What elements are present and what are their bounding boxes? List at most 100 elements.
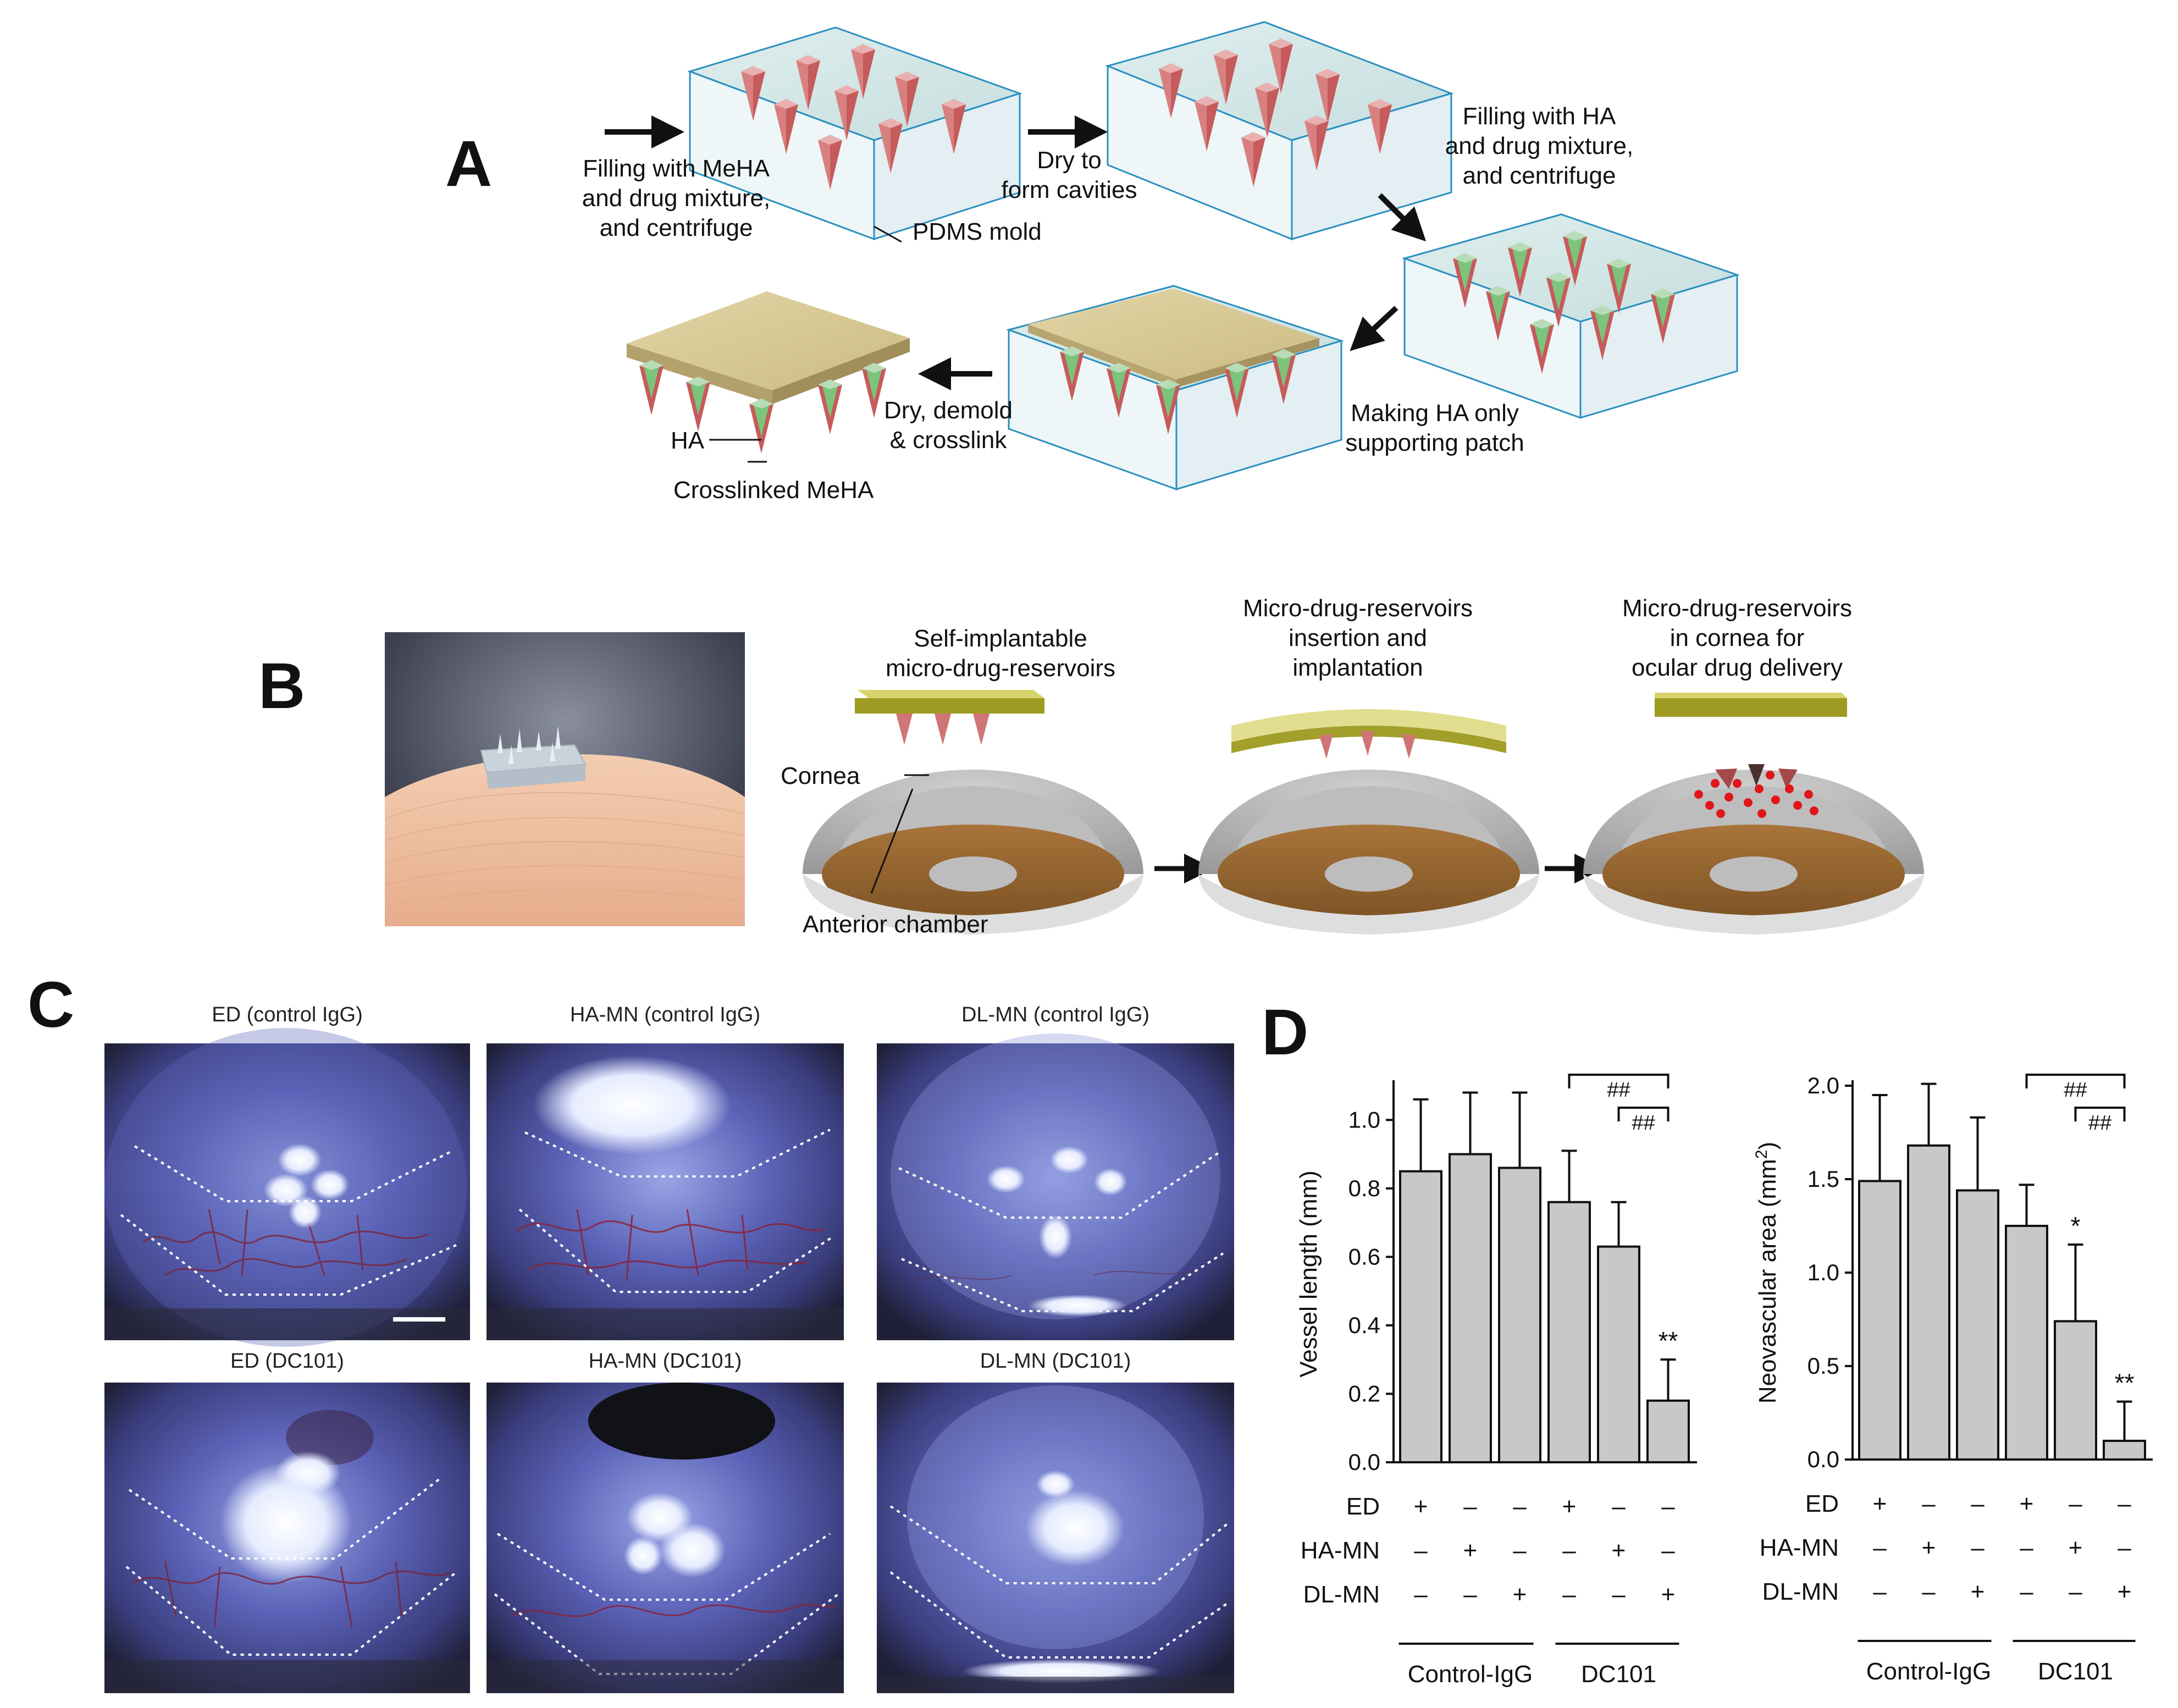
treatment-symbol: – [1873,1578,1887,1605]
treatment-symbol: – [1661,1493,1675,1520]
treatment-symbol: – [2020,1534,2033,1561]
step5-label: Dry, demold & crosslink [884,397,1013,454]
panel-b-schematic [803,690,1924,935]
panel-c-letter: C [27,969,75,1041]
row-label: HA-MN [1760,1534,1839,1561]
b-title-2: Micro-drug-reservoirs insertion and impl… [1242,595,1473,681]
b-title-1: Self-implantable micro-drug-reservoirs [885,625,1116,682]
significance-mark: ** [2115,1369,2135,1397]
bar [1449,1153,1492,1463]
treatment-symbol: – [1562,1581,1576,1608]
y-tick-label: 0.8 [1348,1175,1380,1201]
panel-a-diagram [605,21,1740,491]
treatment-symbol: + [2069,1534,2083,1561]
significance-mark: ** [1659,1326,1678,1355]
sig-bracket-2 [2074,1107,2126,1121]
y-tick-label: 0.0 [1807,1446,1839,1472]
y-axis-label: Vessel length (mm) [1295,1170,1322,1378]
step1-label: Filling with MeHA and drug mixture, and … [582,155,771,241]
row-label: ED [1346,1493,1380,1520]
treatment-symbol: – [2069,1490,2082,1517]
sig-bracket-1 [1568,1074,1670,1088]
eye-photo-5 [487,1383,844,1693]
y-tick-label: 1.0 [1807,1259,1839,1285]
sig-label-1: ## [1607,1079,1630,1102]
anterior-chamber-label: Anterior chamber [803,911,988,938]
step2-label: Dry to form cavities [1001,147,1137,203]
patch-on-finger-photo [385,632,745,926]
bar [2054,1320,2097,1461]
bar [1907,1144,1950,1461]
treatment-symbol: – [2118,1490,2131,1517]
treatment-symbol: + [1661,1581,1676,1608]
treatment-symbol: – [1463,1581,1477,1608]
treatment-symbol: + [1414,1493,1428,1520]
mold-3 [1402,213,1740,419]
sig-label-2: ## [2088,1112,2111,1135]
treatment-symbol: – [1414,1537,1428,1564]
group-label: Control-IgG [1866,1658,1991,1685]
panel-d-charts: 0.0 0.2 0.4 0.6 0.8 1.0 Vessel length (mm) ** ##… [1295,1073,2153,1688]
y-tick-label: 0.2 [1348,1380,1380,1406]
treatment-symbol: – [1612,1581,1626,1608]
treatment-symbol: + [1513,1581,1527,1608]
eye-photo-6 [877,1383,1234,1693]
mold-1 [687,26,1022,241]
treatment-symbol: + [1922,1534,1936,1561]
treatment-symbol: – [1513,1537,1527,1564]
bar [2005,1225,2048,1461]
y-tick-label: 0.4 [1348,1312,1380,1338]
treatment-symbol: – [1922,1578,1936,1605]
bar [1597,1245,1640,1463]
treatment-symbol: – [2069,1578,2082,1605]
sig-label-1: ## [2064,1079,2087,1102]
cornea-label: Cornea [781,762,860,789]
b-title-3: Micro-drug-reservoirs in cornea for ocul… [1622,595,1853,681]
y-tick-label: 0.5 [1807,1353,1839,1379]
bar [1956,1189,1999,1461]
y-tick-label: 0.0 [1348,1449,1380,1475]
step4-label: Making HA only supporting patch [1345,400,1524,456]
photo-caption-6: DL-MN (DC101) [980,1350,1131,1373]
mold-4 [1005,285,1345,491]
treatment-symbol: + [1463,1537,1478,1564]
bar [1646,1399,1690,1464]
photo-caption-2: HA-MN (control IgG) [570,1003,761,1026]
treatment-symbol: – [1873,1534,1887,1561]
mold-label: PDMS mold [913,218,1042,245]
treatment-symbol: – [2020,1578,2033,1605]
bar [1498,1167,1541,1464]
sig-bracket-2 [1617,1107,1670,1121]
treatment-symbol: – [1612,1493,1626,1520]
group-label: DC101 [2038,1658,2113,1685]
treatment-symbol: – [1971,1534,1984,1561]
eye-photo-1 [104,1028,470,1347]
row-label: ED [1805,1490,1839,1517]
row-label: HA-MN [1301,1537,1380,1564]
bar [1858,1180,1901,1461]
panel-c-photos [104,1028,1234,1693]
treatment-symbol: + [2020,1490,2034,1517]
row-label: DL-MN [1303,1581,1380,1608]
treatment-symbol: + [2118,1578,2132,1605]
treatment-symbol: – [1661,1537,1675,1564]
arrow-a3 [1378,193,1427,242]
sig-label-2: ## [1632,1112,1655,1135]
step3-label: Filling with HA and drug mixture, and ce… [1445,103,1634,189]
bar [1399,1170,1442,1463]
y-tick-label: 1.5 [1807,1166,1839,1192]
y-tick-label: 2.0 [1807,1073,1839,1098]
treatment-symbol: + [1971,1578,1985,1605]
treatment-symbol: – [1922,1490,1936,1517]
treatment-symbol: + [1612,1537,1626,1564]
group-label: Control-IgG [1408,1661,1533,1688]
final-patch [627,291,910,454]
eye-photo-4 [104,1383,470,1693]
row-label: DL-MN [1762,1578,1839,1605]
sig-bracket-1 [2025,1074,2126,1088]
bar [2103,1440,2146,1461]
photo-caption-4: ED (DC101) [230,1350,344,1373]
y-axis-label: Neovascular area (mm2) [1753,1142,1782,1403]
eye-photo-3 [877,1033,1234,1340]
group-label: DC101 [1581,1661,1656,1688]
